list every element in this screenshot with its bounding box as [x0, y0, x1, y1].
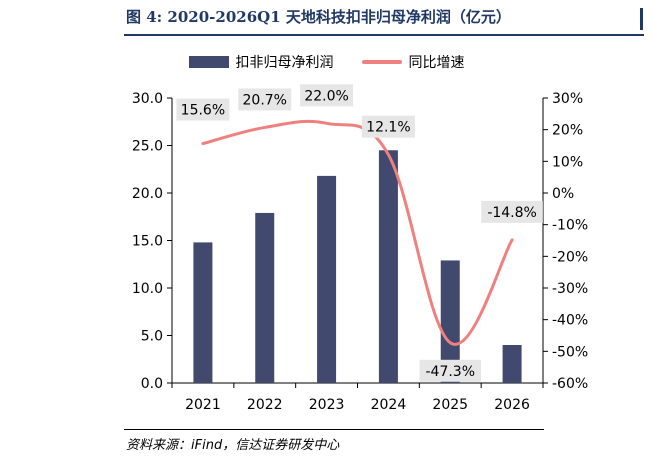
- data-label-2021: 15.6%: [176, 98, 230, 121]
- bar-2022: [255, 212, 275, 383]
- x-tick-label: 2025: [432, 397, 468, 413]
- data-label-2024: 12.1%: [361, 115, 415, 138]
- right-tick-label: -60%: [552, 376, 588, 392]
- figure-title: 图 4: 2020-2026Q1 天地科技扣非归母净利润（亿元）: [126, 8, 511, 26]
- bar-2024: [378, 150, 398, 383]
- data-labels: 15.6% 20.7% 22.0% 12.1% -47.3% -14.8%: [176, 84, 543, 382]
- bar-2023: [317, 175, 337, 383]
- data-label-box: [361, 115, 415, 138]
- axes: 0.0 5.0 10.0 15.0 20.0 25.0 30.0 -60% -50% -40% -3…: [132, 91, 588, 413]
- bar-2021: [193, 242, 213, 383]
- data-label-box: [238, 88, 292, 111]
- x-tick-label: 2022: [247, 397, 283, 413]
- right-tick-label: -40%: [552, 313, 588, 329]
- source-note: 资料来源：iFind，信达证券研发中心: [126, 438, 340, 453]
- data-label-box: [481, 200, 543, 223]
- x-tick-label: 2026: [494, 397, 530, 413]
- edge-mark: [640, 8, 643, 30]
- right-tick-label: 30%: [552, 91, 583, 107]
- growth-line: [201, 119, 514, 346]
- data-label-box: [176, 98, 230, 121]
- left-tick-label: 0.0: [141, 376, 163, 392]
- right-tick-label: -50%: [552, 344, 588, 360]
- data-label-2022: 20.7%: [238, 88, 292, 111]
- legend-item-bar: 扣非归母净利润: [188, 52, 334, 72]
- left-tick-label: 20.0: [132, 186, 163, 202]
- growth-line-layer: [201, 119, 514, 346]
- right-tick-label: -30%: [552, 281, 588, 297]
- legend: 扣非归母净利润 同比增速: [0, 52, 653, 72]
- left-tick-label: 15.0: [132, 234, 163, 250]
- legend-label-bar: 扣非归母净利润: [235, 55, 334, 71]
- right-tick-label: -10%: [552, 218, 588, 234]
- left-tick-label: 10.0: [132, 281, 163, 297]
- x-tick-label: 2023: [309, 397, 345, 413]
- right-tick-label: 20%: [552, 123, 583, 139]
- bars: [193, 150, 522, 383]
- data-label-text: 20.7%: [243, 92, 287, 108]
- bar-2026: [502, 345, 522, 383]
- bar-2025: [440, 260, 460, 383]
- data-label-text: 15.6%: [181, 103, 225, 119]
- source-rule: [124, 429, 544, 430]
- left-tick-label: 5.0: [141, 329, 163, 345]
- legend-item-line: 同比增速: [361, 52, 465, 72]
- data-label-text: -14.8%: [487, 205, 537, 221]
- data-label-2025: -47.3%: [419, 359, 482, 382]
- legend-swatch-bar: [188, 56, 229, 68]
- right-tick-label: 10%: [552, 154, 583, 170]
- data-label-box: [419, 359, 482, 382]
- data-label-text: -47.3%: [425, 364, 475, 380]
- x-tick-label: 2021: [185, 397, 221, 413]
- x-tick-label: 2024: [371, 397, 407, 413]
- legend-swatch-line: [361, 60, 402, 64]
- right-tick-label: 0%: [552, 186, 574, 202]
- left-tick-label: 30.0: [132, 91, 163, 107]
- data-label-box: [300, 84, 354, 107]
- data-label-2026: -14.8%: [481, 200, 543, 223]
- data-label-2023: 22.0%: [300, 84, 354, 107]
- right-tick-label: -20%: [552, 249, 588, 265]
- data-label-text: 22.0%: [304, 88, 348, 104]
- data-label-text: 12.1%: [366, 120, 410, 136]
- left-tick-label: 25.0: [132, 139, 163, 155]
- title-rule: [124, 34, 644, 36]
- legend-label-line: 同比增速: [408, 55, 465, 71]
